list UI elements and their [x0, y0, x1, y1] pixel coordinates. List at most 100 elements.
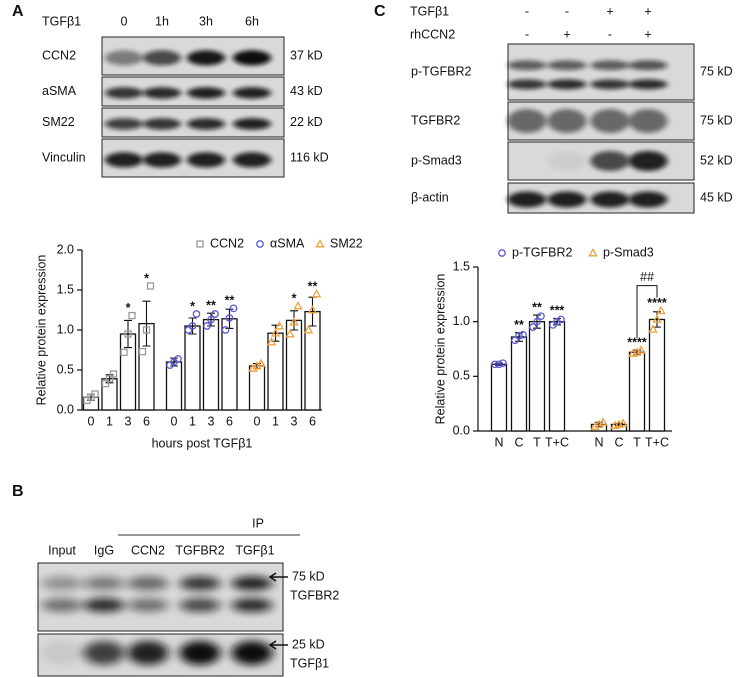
error-bar	[124, 319, 132, 349]
band	[547, 191, 587, 208]
band	[186, 50, 226, 66]
y-tick-label: 0.0	[453, 423, 470, 437]
band	[104, 118, 144, 130]
point	[266, 337, 277, 346]
y-axis-label: Relative protein expression	[433, 274, 447, 425]
band	[628, 109, 668, 133]
band	[142, 50, 182, 66]
band	[83, 598, 125, 613]
point	[174, 354, 182, 363]
x-tick-label: 0	[254, 414, 261, 428]
bar	[510, 336, 528, 432]
point	[590, 421, 600, 431]
row-label: SM22	[42, 115, 75, 129]
point	[491, 360, 499, 369]
sign: +	[644, 27, 651, 41]
y-tick-label: 1.5	[453, 259, 470, 273]
significance: **	[206, 298, 216, 312]
band	[547, 79, 587, 90]
treatment-label: TGFβ1	[42, 14, 81, 28]
sign: +	[606, 4, 613, 18]
point	[307, 305, 318, 314]
size-label: 22 kD	[290, 115, 323, 129]
treatment-label: TGFβ1	[410, 4, 449, 18]
point	[537, 312, 545, 321]
sign: -	[608, 27, 612, 41]
significance: ***	[550, 304, 565, 318]
sign: +	[644, 4, 651, 18]
ip-label: IP	[252, 516, 264, 530]
significance: **	[225, 294, 235, 308]
x-tick-label: 6	[309, 414, 316, 428]
point	[656, 305, 666, 315]
row-label: β-actin	[411, 190, 449, 204]
x-tick-label: T	[633, 435, 641, 449]
blot	[37, 562, 284, 632]
point	[557, 315, 565, 324]
x-tick-label: 0	[88, 414, 95, 428]
lane-label: 6h	[245, 14, 259, 28]
band	[232, 87, 272, 99]
point	[553, 317, 561, 326]
point	[495, 360, 503, 369]
size-label: 45 kD	[700, 190, 733, 204]
point	[101, 379, 110, 388]
band	[142, 87, 182, 99]
bar	[248, 365, 266, 411]
point	[138, 347, 147, 356]
point	[499, 359, 507, 368]
band	[127, 640, 169, 665]
legend-label: p-Smad3	[603, 245, 654, 259]
arrow	[268, 640, 288, 650]
size-label: 116 kD	[290, 150, 329, 164]
panel-label: A	[12, 3, 24, 20]
y-tick-label: 1.5	[57, 282, 74, 296]
x-tick-label: 3	[291, 414, 298, 428]
y-tick-label: 0.5	[57, 362, 74, 376]
significance: ****	[627, 335, 647, 349]
significance: **	[308, 279, 318, 293]
bracket-label: ##	[640, 270, 654, 284]
y-tick-label: 1.0	[57, 322, 74, 336]
point	[311, 289, 322, 298]
row-label: TGFBR2	[411, 113, 460, 127]
point	[105, 375, 114, 383]
size-label: 43 kD	[290, 84, 323, 98]
point	[128, 311, 136, 320]
size-label: 37 kD	[290, 48, 323, 62]
band	[590, 60, 630, 71]
legend-label: p-TGFBR2	[512, 245, 572, 259]
x-tick-label: T+C	[645, 435, 669, 449]
bar	[184, 325, 201, 411]
point	[285, 329, 295, 338]
band	[127, 598, 169, 613]
band	[41, 598, 83, 613]
band	[231, 598, 273, 613]
legend-label: SM22	[330, 236, 363, 250]
significance: **	[514, 318, 524, 332]
x-tick-label: C	[614, 435, 623, 449]
point	[203, 322, 211, 330]
band	[547, 151, 587, 171]
band	[507, 191, 547, 208]
lane-label: 3h	[199, 14, 213, 28]
point	[315, 239, 325, 248]
bar	[528, 321, 546, 432]
significance: ****	[647, 296, 667, 310]
point	[91, 390, 99, 398]
point	[225, 314, 234, 322]
point	[598, 417, 608, 426]
legend-label: αSMA	[270, 236, 305, 250]
treatment-label: rhCCN2	[410, 27, 455, 41]
sign: +	[563, 27, 570, 41]
x-tick-label: 3	[125, 414, 132, 428]
row-label: CCN2	[42, 48, 76, 62]
point	[511, 336, 519, 345]
point	[192, 310, 201, 318]
band	[179, 576, 221, 591]
point	[529, 323, 537, 331]
point	[120, 348, 128, 357]
band	[104, 50, 144, 66]
band	[547, 60, 587, 71]
point	[498, 249, 506, 257]
